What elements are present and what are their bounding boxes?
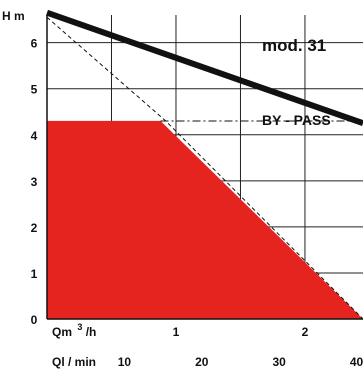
pump-curve-line: [46, 9, 363, 127]
y-tick-label: 0: [31, 313, 38, 327]
x-axis-primary-label-base: Qm: [52, 325, 72, 339]
plot-frame: [46, 15, 363, 320]
curve-layer: [46, 9, 363, 320]
y-tick-label: 6: [31, 37, 38, 51]
x-secondary-tick-label: 40: [350, 355, 363, 369]
x-tick-label: 2: [302, 325, 309, 339]
chart-title: mod. 31: [262, 36, 326, 55]
y-tick-label: 2: [31, 221, 38, 235]
bypass-label: BY - PASS: [262, 112, 331, 128]
y-axis-label: H m: [2, 9, 25, 23]
x-secondary-tick-label: 30: [272, 355, 286, 369]
x-axis-primary-label-sup: 3: [77, 322, 82, 332]
y-tick-label: 5: [31, 83, 38, 97]
y-tick-label: 4: [31, 129, 38, 143]
x-secondary-tick-label: 10: [118, 355, 132, 369]
tick-labels: 0 1 2 3 4 5 6 1 2 10 20 30 40: [31, 37, 363, 369]
x-axis-primary-label-unit: /h: [86, 325, 97, 339]
y-tick-label: 1: [31, 267, 38, 281]
x-secondary-tick-label: 20: [195, 355, 209, 369]
x-tick-label: 1: [173, 325, 180, 339]
y-tick-label: 3: [31, 175, 38, 189]
x-axis-primary-label: Qm 3 /h: [52, 319, 96, 339]
operating-area: [47, 120, 363, 320]
operating-area-layer: [47, 120, 363, 320]
x-axis-secondary-label: Ql / min: [52, 355, 96, 369]
